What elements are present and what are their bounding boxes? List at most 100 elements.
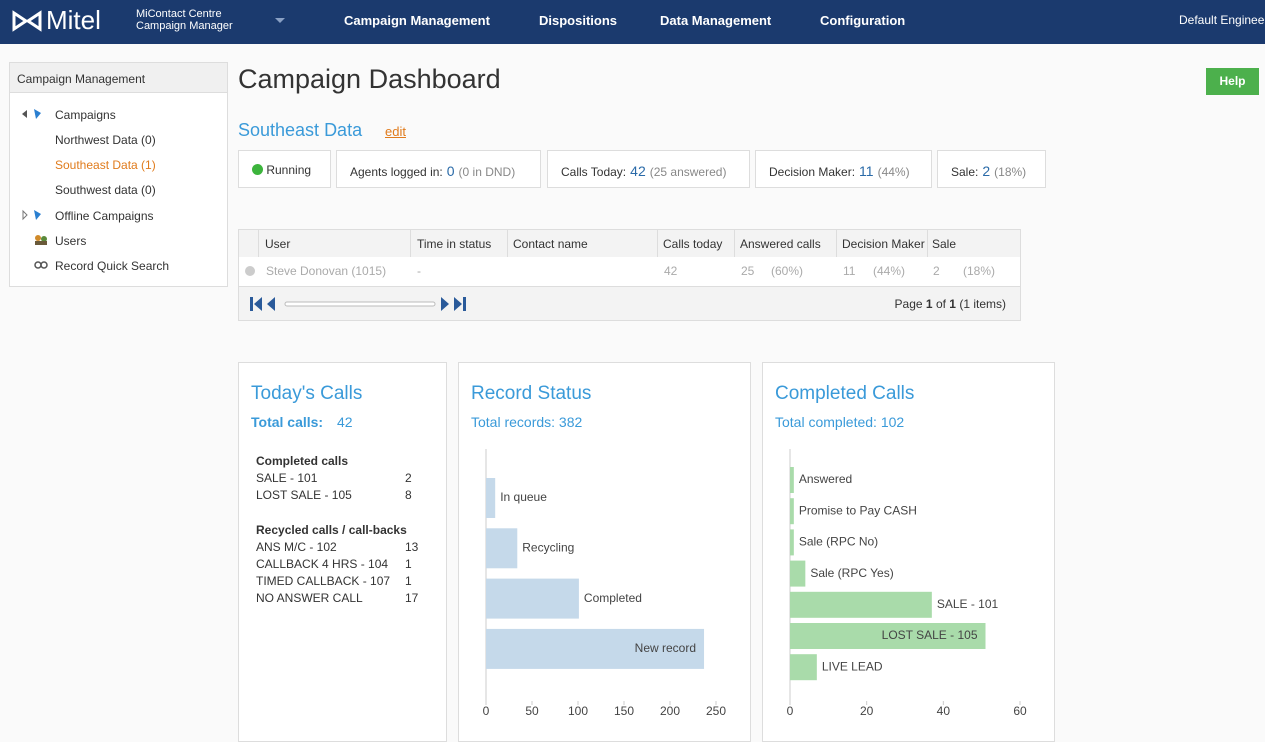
column-header[interactable]: Sale — [928, 230, 1020, 257]
x-tick-label: 0 — [787, 704, 794, 718]
value: 0 — [446, 163, 455, 179]
total-value: 42 — [337, 414, 353, 430]
call-type: SALE - 101 — [256, 471, 318, 485]
cell: - — [417, 264, 421, 278]
bar-label: New record — [635, 641, 696, 655]
cell: (60%) — [771, 264, 804, 278]
menu-item[interactable]: Configuration — [820, 13, 906, 28]
x-tick-label: 150 — [614, 704, 634, 718]
value: 42 — [630, 163, 646, 179]
top-nav: Mitel MiContact Centre Campaign Manager … — [0, 0, 1265, 44]
column-header[interactable]: Calls today — [658, 230, 735, 257]
x-tick-label: 60 — [1013, 704, 1027, 718]
tree-item-selected[interactable]: Southeast Data (1) — [55, 158, 156, 172]
column-header[interactable]: Decision Maker — [837, 230, 928, 257]
panel-subtitle: Total completed: 102 — [775, 414, 905, 430]
status-box: Decision Maker: 11 (44%) — [755, 150, 932, 188]
cell: 42 — [664, 264, 678, 278]
call-count: 13 — [405, 540, 419, 554]
bar-label: LOST SALE - 105 — [882, 628, 978, 642]
bar-label: Recycling — [522, 540, 574, 554]
page-number: 1 — [925, 297, 933, 311]
x-tick-label: 250 — [706, 704, 726, 718]
value: 2 — [982, 163, 991, 179]
call-type: ANS M/C - 102 — [256, 540, 337, 554]
agents-table: User Time in status Contact name Calls t… — [238, 229, 1021, 321]
menu-item[interactable]: Campaign Management — [344, 13, 490, 28]
search-icon — [34, 261, 48, 269]
bar — [790, 623, 986, 649]
tree-item[interactable]: Users — [55, 234, 87, 248]
pager-label: Page — [894, 297, 923, 311]
chart: 0 20 40 60 Answered Promise to Pay CASH Sale (… — [787, 449, 1027, 718]
menu-item[interactable]: Data Management — [660, 13, 772, 28]
group-title: Completed calls — [256, 454, 349, 468]
value: 11 — [859, 163, 874, 179]
completed-calls-panel: Completed Calls Total completed: 102 0 20… — [762, 362, 1055, 742]
user-menu[interactable]: Default Engineer — [1179, 13, 1265, 27]
tree-icon — [22, 209, 41, 221]
group-title: Recycled calls / call-backs — [256, 523, 407, 537]
product-name: Campaign Manager — [136, 20, 233, 32]
cell: (18%) — [963, 264, 996, 278]
x-tick-label: 0 — [483, 704, 490, 718]
pager: Page 1 of 1 (1 items) — [239, 286, 1020, 320]
column-header[interactable]: Answered calls — [735, 230, 837, 257]
panel-title: Completed Calls — [775, 383, 915, 404]
bar — [486, 628, 705, 669]
bar — [790, 654, 817, 681]
call-type: TIMED CALLBACK - 107 — [256, 574, 391, 588]
bar — [486, 478, 496, 518]
column-header[interactable]: Contact name — [508, 230, 658, 257]
status-dot — [252, 164, 263, 175]
status-box: Agents logged in: 0 (0 in DND) — [336, 150, 541, 188]
sidebar-title: Campaign Management — [10, 63, 227, 93]
label: Sale: — [951, 165, 979, 179]
tree-item[interactable]: Northwest Data (0) — [55, 133, 156, 147]
x-tick-label: 20 — [860, 704, 874, 718]
tree-item[interactable]: Offline Campaigns — [55, 209, 154, 223]
bar — [790, 529, 794, 556]
tree-icon — [22, 109, 41, 119]
bar — [790, 560, 806, 587]
status-box: Sale: 2 (18%) — [937, 150, 1046, 188]
help-button[interactable]: Help — [1206, 68, 1259, 95]
x-tick-label: 40 — [937, 704, 951, 718]
pager-controls[interactable] — [249, 295, 471, 313]
logo-icon — [12, 10, 42, 32]
bar-label: Completed — [584, 591, 642, 605]
call-type: NO ANSWER CALL — [256, 591, 363, 605]
column-header[interactable]: Time in status — [411, 230, 508, 257]
bar — [790, 467, 794, 493]
chart: 0 50 100 150 200 250 In queue Recycling Complete… — [483, 449, 726, 718]
cell: 2 — [933, 264, 940, 278]
call-type: LOST SALE - 105 — [256, 488, 352, 502]
dropdown-arrow[interactable] — [275, 17, 285, 25]
tree-item[interactable]: Southwest data (0) — [55, 183, 156, 197]
edit-link[interactable]: edit — [385, 124, 406, 139]
label: Agents logged in: — [350, 165, 443, 179]
logo: Mitel — [46, 5, 101, 35]
pager-info: Page 1 of 1 (1 items) — [895, 297, 1006, 311]
status-box: Calls Today: 42 (25 answered) — [547, 150, 750, 188]
note: (0 in DND) — [458, 165, 516, 179]
bar — [790, 591, 932, 618]
call-count: 1 — [405, 557, 412, 571]
campaign-name: Southeast Data — [238, 120, 363, 140]
call-type: CALLBACK 4 HRS - 104 — [256, 557, 389, 571]
pager-label: of — [935, 297, 946, 311]
menu-item[interactable]: Dispositions — [539, 13, 618, 28]
note: (44%) — [877, 165, 910, 179]
total-label: Total calls: — [251, 414, 324, 430]
bar — [790, 498, 794, 525]
call-count: 8 — [405, 488, 412, 502]
label: Calls Today: — [561, 165, 627, 179]
tree-item[interactable]: Campaigns — [55, 108, 116, 122]
cell: Steve Donovan (1015) — [266, 264, 387, 278]
record-status-panel: Record Status Total records: 382 0 50 100 1… — [458, 362, 751, 742]
column-header[interactable]: User — [259, 230, 411, 257]
tree-item[interactable]: Record Quick Search — [55, 259, 170, 273]
x-tick-label: 100 — [568, 704, 588, 718]
